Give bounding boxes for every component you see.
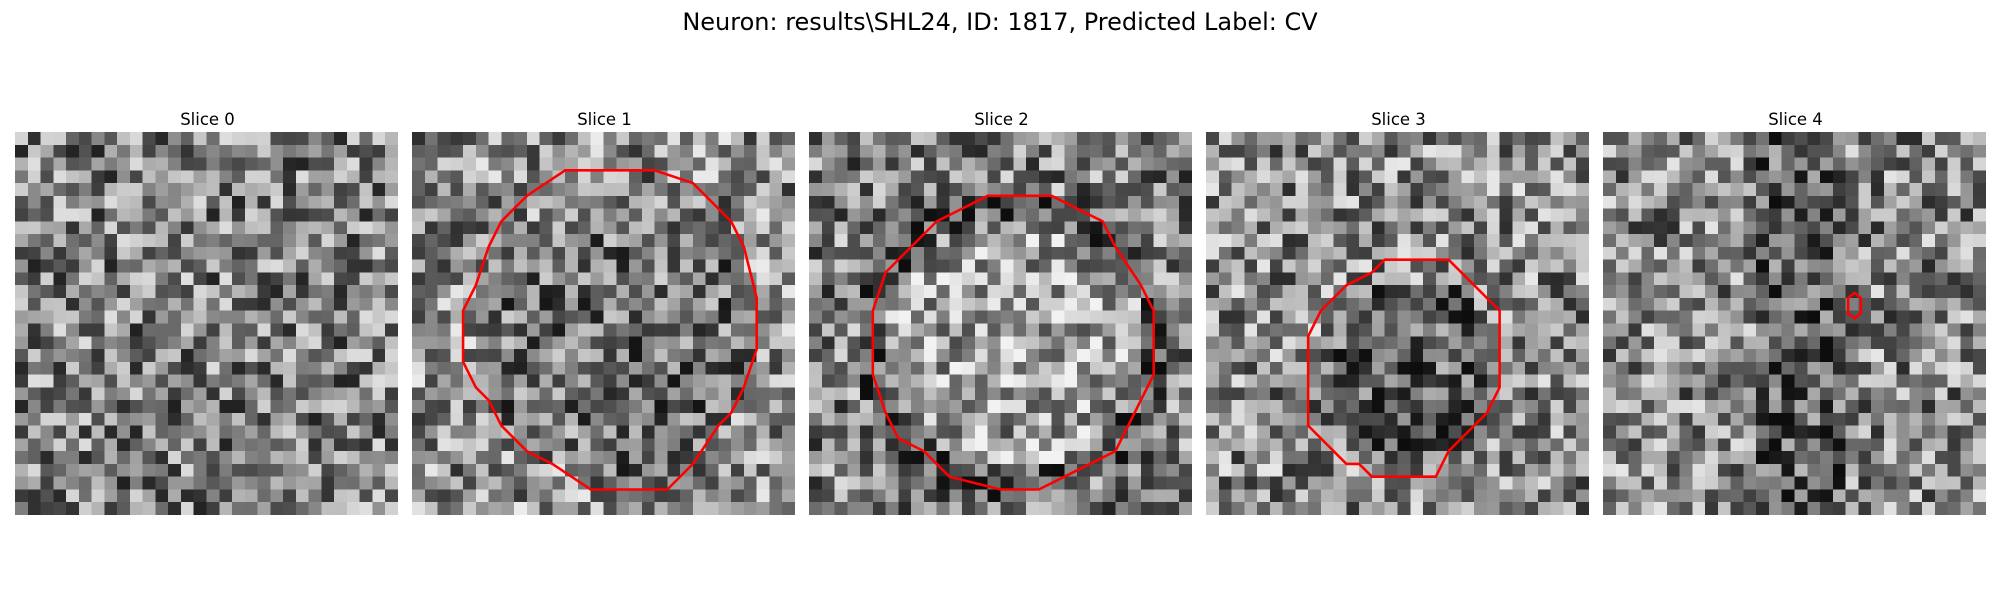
slice-panel-3: Slice 3 [1206,108,1591,515]
slice-title: Slice 0 [180,110,235,129]
cell-contour [461,169,758,491]
noise-pixels [809,132,1192,515]
slice-title: Slice 3 [1371,110,1426,129]
cell-contour [871,194,1155,491]
slice-image [412,132,795,515]
slice-image [15,132,398,515]
slice-title: Slice 1 [577,110,632,129]
figure-title: Neuron: results\SHL24, ID: 1817, Predict… [682,8,1318,36]
slice-image [809,132,1192,515]
slice-panel-2: Slice 2 [809,108,1194,515]
slice-title: Slice 4 [1768,110,1823,129]
slice-panel-4: Slice 4 [1603,108,1988,515]
slice-panel-1: Slice 1 [412,108,797,515]
slice-title: Slice 2 [974,110,1029,129]
noise-pixels [412,132,795,515]
slice-image [1603,132,1986,515]
noise-pixels [1603,132,1986,515]
slice-image [1206,132,1589,515]
noise-pixels [1206,132,1589,515]
slice-panel-0: Slice 0 [15,108,400,515]
cell-contour [1306,258,1501,478]
noise-pixels [15,132,398,515]
cell-contour [1846,291,1863,321]
